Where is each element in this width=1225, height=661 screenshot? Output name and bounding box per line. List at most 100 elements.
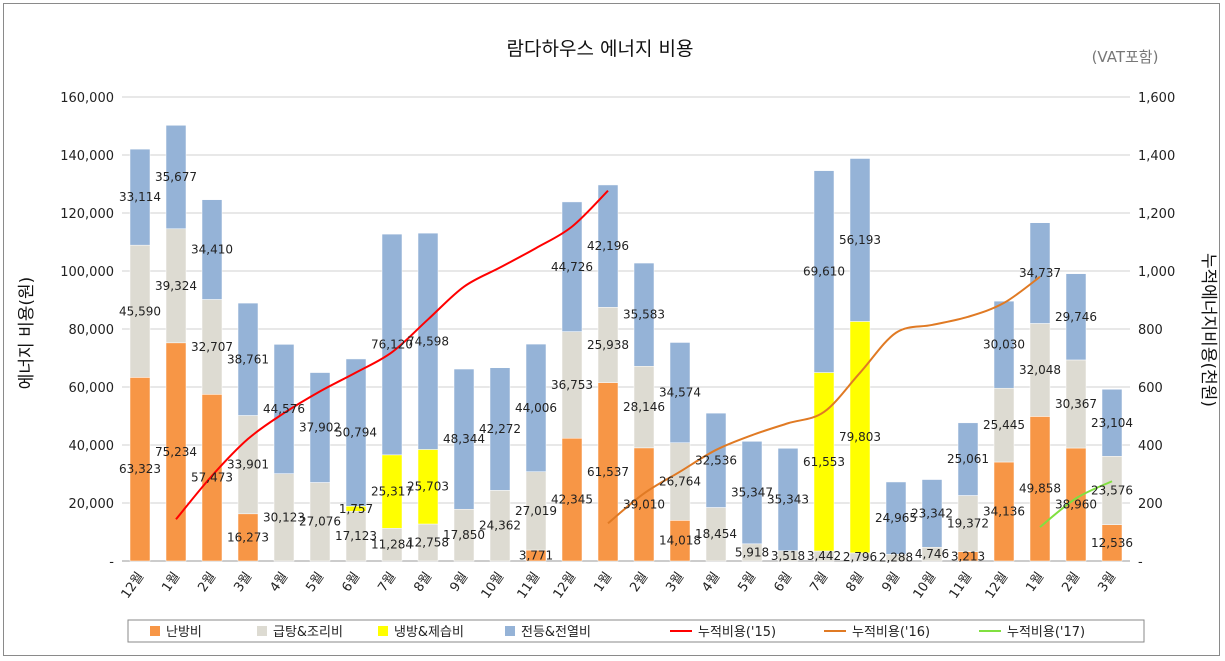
bar-segment xyxy=(993,300,1015,389)
x-tick-label: 4월 xyxy=(267,570,291,595)
bar-segment xyxy=(525,343,547,472)
data-label: 4,746 xyxy=(915,547,949,561)
bar-segment xyxy=(165,125,187,230)
legend-swatch xyxy=(505,626,515,636)
bar-segment xyxy=(561,201,583,332)
chart-title: 람다하우스 에너지 비용 xyxy=(507,38,694,60)
data-label: 25,317 xyxy=(371,485,413,499)
legend-box xyxy=(127,619,1145,643)
data-label: 76,120 xyxy=(371,337,413,351)
bar-segment xyxy=(885,481,907,555)
data-label: 56,193 xyxy=(839,233,881,247)
x-tick-label: 9월 xyxy=(879,570,903,595)
cumulative-line xyxy=(1039,480,1113,528)
data-label: 24,965 xyxy=(875,511,917,525)
data-label: 74,598 xyxy=(407,334,449,348)
data-label: 69,610 xyxy=(803,265,845,279)
data-label: 35,583 xyxy=(623,308,665,322)
data-label: 37,902 xyxy=(299,421,341,435)
data-label: 25,445 xyxy=(983,418,1025,432)
data-label: 50,794 xyxy=(335,426,377,440)
data-label: 32,048 xyxy=(1019,363,1061,377)
y-tick-label: 100,000 xyxy=(60,265,114,280)
data-label: 3,518 xyxy=(771,549,805,563)
data-label: 2,288 xyxy=(879,551,913,565)
x-tick-label: 9월 xyxy=(447,570,471,595)
data-label: 12,536 xyxy=(1091,536,1133,550)
cumulative-lines xyxy=(175,189,1113,528)
y2-tick-label: 1,000 xyxy=(1138,265,1175,280)
data-label: 30,123 xyxy=(263,510,305,524)
data-label: 11,284 xyxy=(371,538,413,552)
bar-segment xyxy=(957,422,979,496)
data-label: 29,746 xyxy=(1055,310,1097,324)
data-label: 3,771 xyxy=(519,549,553,563)
x-tick-label: 3월 xyxy=(231,570,255,595)
cumulative-line xyxy=(607,275,1041,525)
x-tick-label: 8월 xyxy=(843,570,867,595)
x-tick-label: 11월 xyxy=(947,570,976,602)
data-label: 2,796 xyxy=(843,550,877,564)
y-axis-ticks: - 20,000 40,000 60,000 80,000 100,000 120,000 1… xyxy=(60,91,114,570)
data-label: 38,960 xyxy=(1055,498,1097,512)
bar-segment xyxy=(1101,389,1123,457)
legend-item-label: 난방비 xyxy=(166,625,202,640)
data-label: 5,918 xyxy=(735,545,769,559)
x-tick-label: 12월 xyxy=(119,570,148,602)
y-tick-label: 20,000 xyxy=(69,497,115,512)
bar-segment xyxy=(705,412,727,508)
x-tick-label: 6월 xyxy=(339,570,363,595)
x-tick-label: 6월 xyxy=(771,570,795,595)
bar-segment xyxy=(453,368,475,510)
y-tick-label: 160,000 xyxy=(60,91,114,106)
data-label: 44,576 xyxy=(263,402,305,416)
data-label: 34,410 xyxy=(191,243,233,257)
data-label: 23,342 xyxy=(911,506,953,520)
data-label: 63,323 xyxy=(119,462,161,476)
legend-item-label: 누적비용('15) xyxy=(698,625,776,640)
data-label: 42,272 xyxy=(479,422,521,436)
y2-tick-label: - xyxy=(1138,555,1143,570)
x-tick-label: 2월 xyxy=(195,570,219,595)
bar-segment xyxy=(1029,222,1051,324)
y-tick-label: 120,000 xyxy=(60,207,114,222)
x-tick-label: 2월 xyxy=(627,570,651,595)
data-label: 24,362 xyxy=(479,519,521,533)
legend-swatch xyxy=(150,626,160,636)
data-label: 12,758 xyxy=(407,536,449,550)
gridlines xyxy=(122,96,1130,562)
data-label: 25,061 xyxy=(947,452,989,466)
data-label: 42,196 xyxy=(587,239,629,253)
x-tick-label: 5월 xyxy=(735,570,759,595)
y-tick-label: 80,000 xyxy=(69,323,115,338)
data-label: 44,726 xyxy=(551,260,593,274)
x-tick-label: 2월 xyxy=(1059,570,1083,595)
data-label: 44,006 xyxy=(515,401,557,415)
y2-tick-label: 1,600 xyxy=(1138,91,1175,106)
data-label: 26,764 xyxy=(659,475,701,489)
bar-segment xyxy=(669,342,691,443)
data-label: 42,345 xyxy=(551,493,593,507)
y-tick-label: - xyxy=(109,555,114,570)
x-tick-label: 1월 xyxy=(591,570,615,595)
data-label: 34,136 xyxy=(983,505,1025,519)
x-tick-label: 7월 xyxy=(807,570,831,595)
legend-item-label: 냉방&제습비 xyxy=(394,625,464,640)
data-label: 35,347 xyxy=(731,486,773,500)
y-tick-label: 60,000 xyxy=(69,381,115,396)
y2-tick-label: 600 xyxy=(1138,381,1163,396)
bar-series xyxy=(129,125,1123,562)
bar-segment xyxy=(273,344,295,474)
data-label: 27,019 xyxy=(515,504,557,518)
data-label: 38,761 xyxy=(227,352,269,366)
data-label: 57,473 xyxy=(191,471,233,485)
bar-segment xyxy=(849,158,871,322)
x-tick-label: 5월 xyxy=(303,570,327,595)
x-axis-ticks: 12월 1월 2월 3월 4월 5월 6월 7월 8월 9월 10월 11월 12월 1월 2월 3월 4월 5월… xyxy=(119,570,1120,602)
bar-data-labels: 63,323 45,590 33,114 75,234 39,324 35,677 57,4… xyxy=(119,170,1133,565)
data-label: 61,553 xyxy=(803,455,845,469)
data-label: 39,010 xyxy=(623,497,665,511)
legend-item-label: 급탕&조리비 xyxy=(273,625,343,640)
x-tick-label: 1월 xyxy=(1023,570,1047,595)
